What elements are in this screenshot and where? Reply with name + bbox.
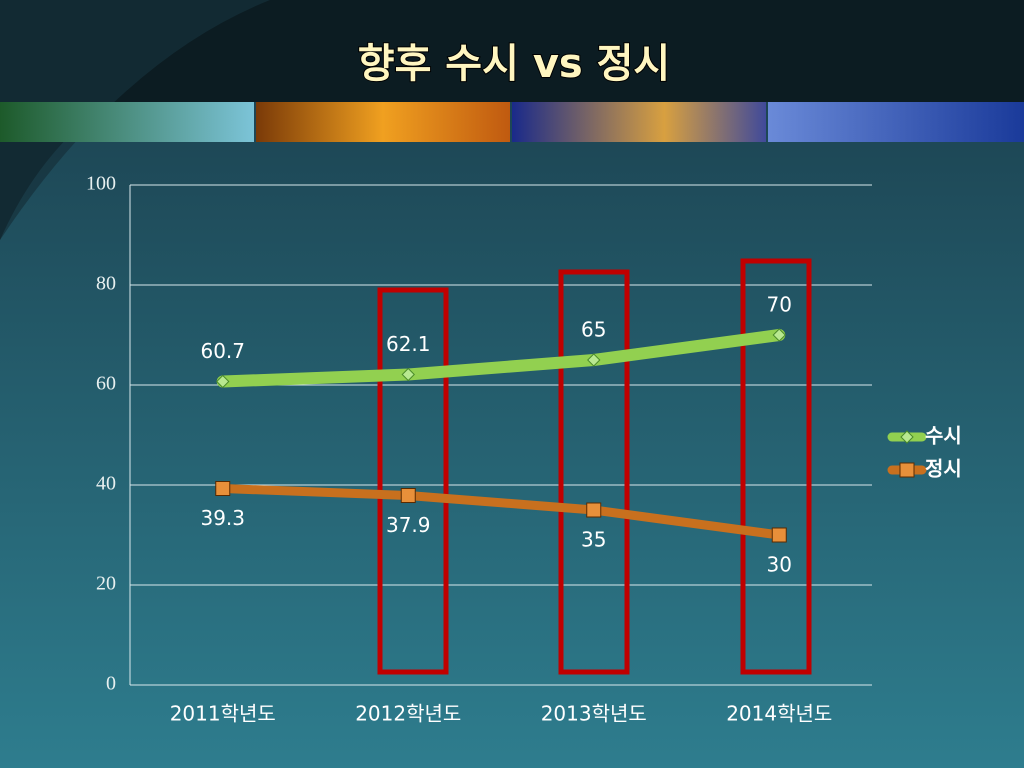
y-tick-label: 40 [96,473,116,495]
highlight-boxes [377,258,812,675]
point-marker [400,488,416,503]
legend-marker [900,430,914,444]
data-label: 37.9 [386,513,431,537]
point-marker [586,502,602,518]
highlight-box [740,258,812,675]
x-tick-label: 2011학년도 [170,702,276,726]
highlight-box [377,287,449,675]
point-marker [772,328,786,342]
y-tick-label: 60 [96,373,116,395]
strip-image [0,102,254,142]
image-strip [0,102,1024,142]
chart-title: 향후 수시 vs 정시 [358,41,670,87]
data-label: 60.7 [200,339,245,363]
point-marker [216,374,230,389]
background-top [0,0,1024,240]
series-line [216,329,786,388]
data-label: 30 [767,553,792,577]
data-label: 62.1 [386,332,431,356]
legend-label: 정시 [925,457,962,481]
point-marker [401,367,415,382]
legend-marker [899,462,915,478]
y-tick-label: 100 [86,173,116,195]
data-label: 35 [581,528,606,552]
strip-image [512,102,766,142]
data-label: 39.3 [200,506,245,530]
x-tick-label: 2012학년도 [355,702,461,726]
y-tick-label: 0 [106,673,116,695]
background-curve [0,0,270,240]
strip-image [768,102,1024,142]
data-label: 65 [581,318,606,342]
strip-image [256,102,510,142]
y-tick-label: 20 [96,573,116,595]
data-label: 70 [767,293,792,317]
x-tick-label: 2014학년도 [726,702,832,726]
legend-label: 수시 [925,424,962,448]
point-marker [215,481,231,496]
point-marker [771,527,787,543]
x-tick-label: 2013학년도 [541,702,647,726]
series-line [218,484,784,540]
highlight-box [558,269,630,675]
point-marker [587,353,601,367]
y-tick-label: 80 [96,273,116,295]
